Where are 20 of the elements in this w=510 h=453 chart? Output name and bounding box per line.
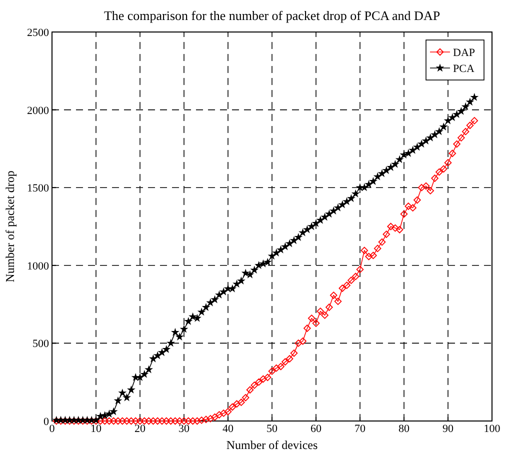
x-tick-label: 50 bbox=[266, 423, 278, 435]
chart-title: The comparison for the number of packet drop of PCA and DAP bbox=[104, 8, 440, 23]
y-tick-label: 1500 bbox=[27, 182, 50, 195]
y-axis-title: Number of packet drop bbox=[3, 170, 17, 282]
x-tick-label: 60 bbox=[310, 423, 322, 435]
x-tick-label: 100 bbox=[484, 423, 501, 435]
x-tick-label: 10 bbox=[90, 423, 102, 435]
y-tick-label: 500 bbox=[32, 338, 50, 350]
x-tick-label: 20 bbox=[134, 423, 146, 435]
y-tick-label: 1000 bbox=[27, 260, 50, 272]
legend-label: PCA bbox=[453, 63, 474, 75]
x-axis-title: Number of devices bbox=[226, 438, 318, 452]
x-tick-label: 70 bbox=[354, 423, 366, 435]
y-tick-label: 2000 bbox=[27, 104, 50, 117]
x-tick-label: 80 bbox=[398, 423, 410, 435]
x-tick-label: 90 bbox=[442, 423, 454, 435]
x-tick-label: 40 bbox=[222, 423, 234, 435]
legend-label: DAP bbox=[453, 47, 476, 59]
x-tick-label: 30 bbox=[178, 423, 190, 435]
y-tick-label: 2500 bbox=[27, 27, 50, 39]
